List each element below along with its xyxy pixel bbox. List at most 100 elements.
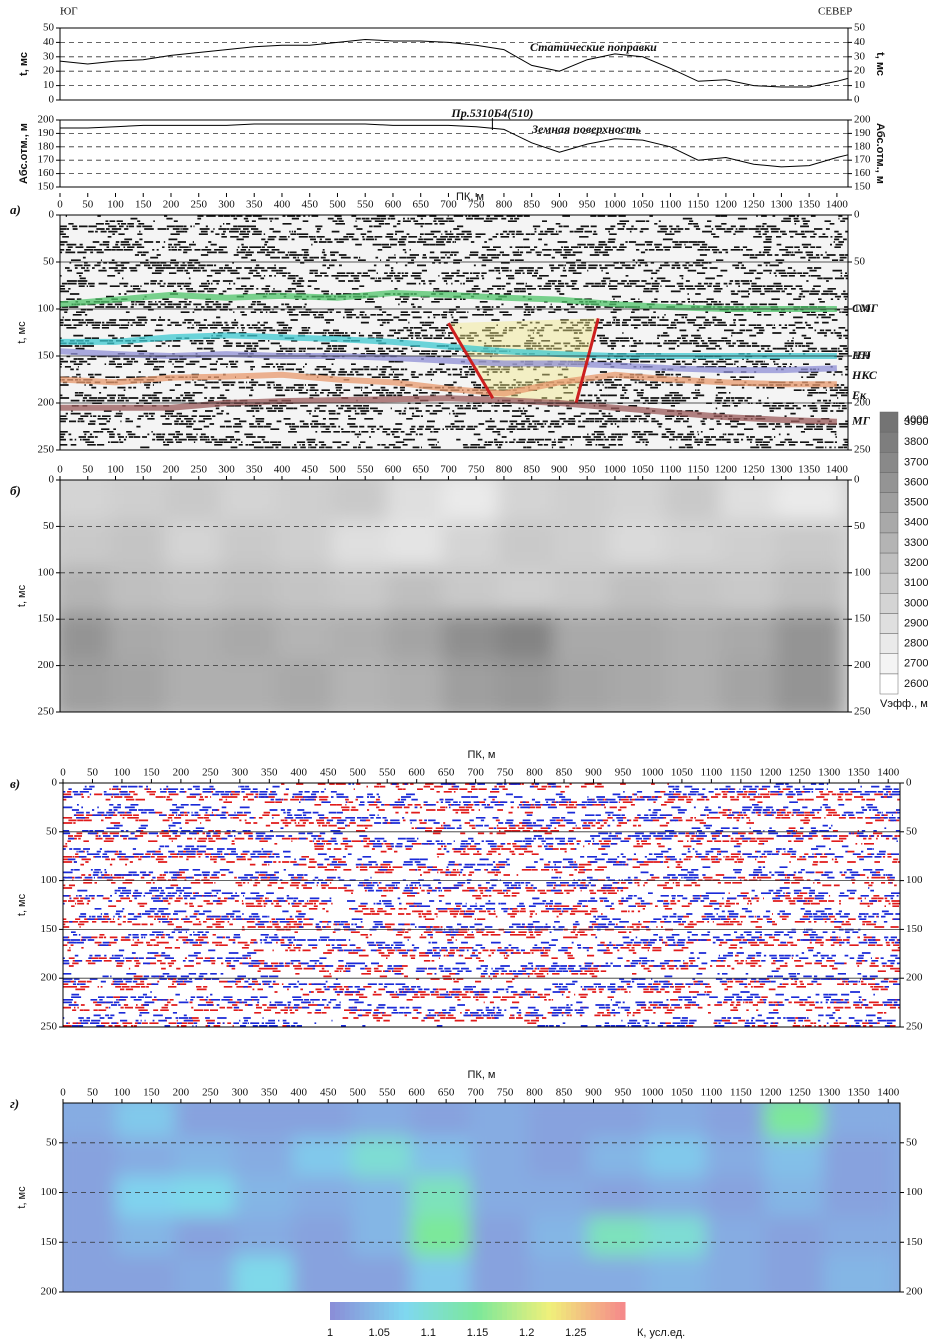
colorbar-step	[393, 1302, 400, 1320]
x-tick-label: 0	[60, 767, 66, 779]
y-tick-label: 50	[43, 256, 55, 268]
y-tick-label: 150	[41, 923, 58, 935]
colorbar-label: Vэфф., м/с	[880, 698, 928, 710]
x-tick-label: 400	[274, 464, 291, 476]
y-tick-label: 40	[43, 36, 55, 48]
colorbar-step	[502, 1302, 508, 1320]
annotation: Земная поверхность	[531, 122, 641, 136]
x-tick-label: 1100	[660, 199, 682, 211]
x-tick-label: 1400	[877, 767, 900, 779]
y-tick-label: 200	[38, 659, 55, 671]
y-tick-label: 0	[906, 777, 912, 789]
x-tick-label: 1150	[730, 1087, 752, 1099]
x-tick-label: 1000	[604, 464, 627, 476]
colorbar-step	[526, 1302, 533, 1320]
colorbar-step	[879, 653, 899, 675]
x-tick-label: 150	[135, 464, 152, 476]
colorbar-step	[497, 1302, 503, 1320]
x-tick-label: 900	[551, 464, 568, 476]
y-tick-label: 200	[41, 1286, 58, 1298]
x-tick-label: 1400	[826, 199, 849, 211]
plot-frame	[59, 479, 849, 713]
y-tick-label: 150	[38, 350, 55, 362]
panel-label: б)	[10, 483, 21, 498]
y-axis-label: Абс.отм., м	[18, 123, 30, 184]
x-tick-label: 700	[440, 199, 457, 211]
x-tick-label: 1150	[687, 199, 709, 211]
colorbar-tick-label: 3900	[904, 416, 928, 428]
x-tick-label: 800	[496, 464, 513, 476]
y-tick-label: 250	[854, 444, 871, 456]
colorbar-step	[472, 1302, 478, 1320]
x-tick-label: 950	[615, 767, 632, 779]
y-tick-label: 200	[906, 1286, 923, 1298]
horizon-label: НН	[851, 348, 871, 362]
x-tick-label: 750	[468, 464, 485, 476]
y-tick-label: 20	[854, 65, 866, 77]
colorbar-step	[384, 1302, 390, 1320]
colorbar-step	[585, 1302, 592, 1320]
y-tick-label: 20	[43, 65, 55, 77]
well-label: Пр.5310Б4(510)	[450, 106, 533, 120]
y-tick-label: 0	[854, 209, 860, 221]
y-tick-label: 250	[38, 444, 55, 456]
y-tick-label: 170	[854, 154, 871, 166]
y-tick-label: 200	[854, 397, 871, 409]
x-tick-label: 850	[523, 199, 540, 211]
x-tick-label: 450	[301, 199, 318, 211]
x-tick-label: 500	[349, 1087, 366, 1099]
colorbar-step	[590, 1302, 596, 1320]
x-tick-label: 1350	[798, 464, 821, 476]
colorbar-step	[379, 1302, 385, 1320]
colorbar-step	[438, 1302, 444, 1320]
colorbar-step	[413, 1302, 419, 1320]
x-tick-label: 1050	[632, 199, 655, 211]
y-tick-label: 100	[854, 303, 871, 315]
y-tick-label: 100	[41, 1186, 58, 1198]
y-tick-label: 100	[38, 303, 55, 315]
colorbar-step	[531, 1302, 537, 1320]
x-tick-label: 1150	[687, 464, 709, 476]
y-tick-label: 0	[52, 777, 58, 789]
y-tick-label: 100	[854, 566, 871, 578]
x-tick-label: 300	[218, 199, 235, 211]
colorbar-step	[620, 1302, 626, 1320]
horizon-label: МГ	[851, 414, 871, 428]
y-tick-label: 50	[854, 22, 866, 34]
colorbar-step	[330, 1302, 336, 1320]
colorbar-step	[879, 532, 899, 554]
x-tick-label: 1300	[770, 464, 793, 476]
colorbar-step	[541, 1302, 547, 1320]
colorbar-step	[879, 431, 899, 453]
x-tick-label: 250	[190, 464, 207, 476]
colorbar-step	[556, 1302, 562, 1320]
y-axis-label: t, мс	[16, 584, 28, 607]
y-tick-label: 50	[906, 1136, 918, 1148]
x-tick-label: 750	[468, 199, 485, 211]
colorbar-tick-label: 3700	[904, 456, 928, 468]
x-tick-label: 850	[523, 464, 540, 476]
x-tick-label: 400	[291, 767, 308, 779]
field-cell	[775, 659, 843, 712]
x-tick-label: 550	[379, 1087, 396, 1099]
x-tick-label: 400	[274, 199, 291, 211]
line	[60, 123, 849, 168]
x-tick-label: 250	[202, 767, 219, 779]
x-tick-label: 600	[385, 464, 402, 476]
x-tick-label: 350	[261, 1087, 278, 1099]
y-tick-label: 100	[906, 1186, 923, 1198]
field-blur	[60, 480, 843, 712]
fault	[574, 318, 600, 404]
y-tick-label: 150	[906, 1236, 923, 1248]
x-tick-label: 900	[585, 767, 602, 779]
x-tick-label: 1200	[759, 767, 782, 779]
horizon	[59, 290, 837, 312]
x-tick-label: 50	[82, 464, 94, 476]
colorbar-tick-label: 2900	[904, 617, 928, 629]
colorbar-step	[879, 633, 899, 654]
plot-frame	[59, 214, 849, 451]
colorbar-tick-label: 1.25	[565, 1327, 586, 1339]
y-tick-label: 0	[49, 94, 55, 106]
colorbar-step	[879, 613, 899, 634]
colorbar-step	[334, 1302, 341, 1320]
